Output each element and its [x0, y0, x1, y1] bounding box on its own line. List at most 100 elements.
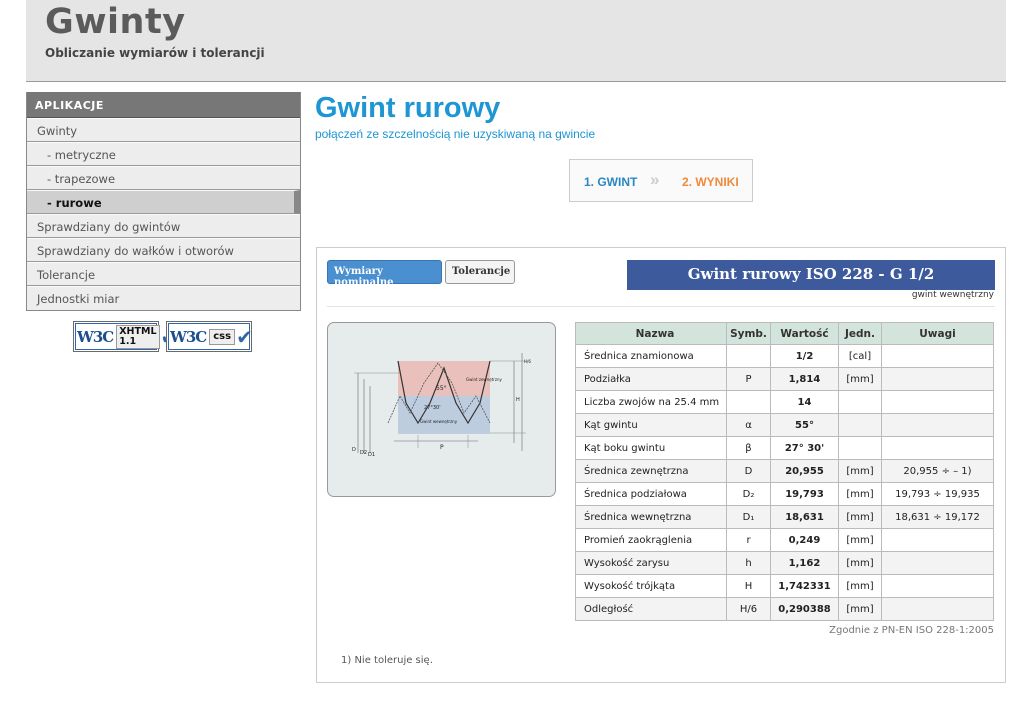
cell-value: 19,793: [770, 482, 839, 506]
table-row: Średnica znamionowa 1/2 [cal]: [575, 344, 994, 368]
cell-note: [881, 574, 994, 598]
divider: [327, 306, 995, 307]
sidebar-item-trapezowe[interactable]: - trapezowe: [27, 166, 300, 190]
cell-name: Kąt boku gwintu: [575, 436, 727, 460]
table-row: Kąt boku gwintu β 27° 30': [575, 436, 994, 460]
cell-name: Średnica wewnętrzna: [575, 505, 727, 529]
standard-reference: Zgodnie z PN-EN ISO 228-1:2005: [829, 625, 994, 636]
cell-unit: [mm]: [838, 367, 882, 391]
tab-tolerances[interactable]: Tolerancje: [445, 260, 515, 284]
cell-note: 18,631 ÷ 19,172: [881, 505, 994, 529]
cell-name: Promień zaokrąglenia: [575, 528, 727, 552]
table-row: Średnica wewnętrzna D₁ 18,631 [mm] 18,631 ÷ …: [575, 505, 994, 529]
height-h-label: H: [516, 397, 520, 403]
site-title[interactable]: Gwinty: [45, 2, 186, 42]
footnote: 1) Nie toleruje się.: [341, 655, 433, 666]
step-wyniki[interactable]: 2. WYNIKI: [682, 175, 739, 189]
cell-name: Odległość: [575, 597, 727, 621]
table-row: Średnica zewnętrzna D 20,955 [mm] 20,955 ÷ –…: [575, 459, 994, 483]
step-gwint[interactable]: 1. GWINT: [584, 175, 638, 189]
cell-symbol: [726, 344, 771, 368]
cell-unit: [mm]: [838, 551, 882, 575]
column-header: Wartość: [770, 322, 839, 345]
cell-note: [881, 413, 994, 437]
sidebar-item-jednostki-miar[interactable]: Jednostki miar: [27, 286, 300, 310]
w3c-logo: W3C: [77, 327, 114, 346]
cell-name: Wysokość trójkąta: [575, 574, 727, 598]
diameter-d2-label: D2: [360, 450, 367, 456]
cell-value: 1,814: [770, 367, 839, 391]
sidebar-item-gwinty[interactable]: Gwinty: [27, 118, 300, 142]
cell-name: Podziałka: [575, 367, 727, 391]
sidebar: APLIKACJE Gwinty - metryczne - trapezowe…: [26, 92, 301, 311]
cell-symbol: H: [726, 574, 771, 598]
step-separator-icon: »: [650, 170, 660, 189]
cell-symbol: r: [726, 528, 771, 552]
cell-unit: [mm]: [838, 505, 882, 529]
thread-profile-diagram: 55° 27°30' Gwint zewnętrzny Gwint wewnęt…: [327, 322, 556, 497]
sidebar-item-sprawdziany-gwintow[interactable]: Sprawdziany do gwintów: [27, 214, 300, 238]
cell-symbol: α: [726, 413, 771, 437]
page-title: Gwint rurowy: [315, 92, 501, 124]
xhtml-label: XHTML 1.1: [116, 324, 160, 349]
cell-name: Kąt gwintu: [575, 413, 727, 437]
cell-value: 18,631: [770, 505, 839, 529]
cell-unit: [838, 436, 882, 460]
outer-thread-label: Gwint zewnętrzny: [466, 377, 503, 382]
cell-unit: [mm]: [838, 482, 882, 506]
w3c-logo: W3C: [170, 327, 207, 346]
cell-symbol: P: [726, 367, 771, 391]
table-row: Liczba zwojów na 25.4 mm 14: [575, 390, 994, 414]
cell-symbol: D: [726, 459, 771, 483]
cell-symbol: H/6: [726, 597, 771, 621]
cell-unit: [cal]: [838, 344, 882, 368]
diameter-d1-label: D1: [368, 452, 375, 458]
table-header-row: Nazwa Symb. Wartość Jedn. Uwagi: [575, 322, 994, 345]
sidebar-item-metryczne[interactable]: - metryczne: [27, 142, 300, 166]
cell-symbol: D₂: [726, 482, 771, 506]
table-row: Wysokość zarysu h 1,162 [mm]: [575, 551, 994, 575]
table-row: Wysokość trójkąta H 1,742331 [mm]: [575, 574, 994, 598]
diameter-d-label: D: [352, 447, 356, 453]
cell-note: [881, 551, 994, 575]
cell-note: [881, 597, 994, 621]
cell-note: 19,793 ÷ 19,935: [881, 482, 994, 506]
table-row: Kąt gwintu α 55°: [575, 413, 994, 437]
cell-unit: [mm]: [838, 459, 882, 483]
cell-name: Liczba zwojów na 25.4 mm: [575, 390, 727, 414]
table-row: Odległość H/6 0,290388 [mm]: [575, 597, 994, 621]
cell-note: [881, 367, 994, 391]
column-header: Jedn.: [838, 322, 882, 345]
column-header: Uwagi: [881, 322, 994, 345]
sidebar-item-sprawdziany-walkow[interactable]: Sprawdziany do wałków i otworów: [27, 238, 300, 262]
cell-unit: [mm]: [838, 528, 882, 552]
table-row: Średnica podziałowa D₂ 19,793 [mm] 19,793 ÷ …: [575, 482, 994, 506]
cell-note: [881, 344, 994, 368]
cell-unit: [838, 390, 882, 414]
cell-name: Średnica zewnętrzna: [575, 459, 727, 483]
sidebar-heading: APLIKACJE: [27, 92, 300, 118]
angle-label: 55°: [436, 385, 447, 392]
column-header: Nazwa: [575, 322, 727, 345]
cell-value: 1,162: [770, 551, 839, 575]
cell-symbol: β: [726, 436, 771, 460]
cell-symbol: [726, 390, 771, 414]
cell-note: [881, 390, 994, 414]
results-panel: Wymiary nominalne Tolerancje Gwint rurow…: [316, 247, 1006, 683]
cell-name: Średnica znamionowa: [575, 344, 727, 368]
sidebar-item-rurowe[interactable]: - rurowe: [27, 190, 300, 214]
table-row: Promień zaokrąglenia r 0,249 [mm]: [575, 528, 994, 552]
dimensions-table: Nazwa Symb. Wartość Jedn. Uwagi Średnica…: [575, 322, 994, 621]
page-header: Gwinty Obliczanie wymiarów i tolerancji: [26, 0, 1006, 82]
w3c-css-badge[interactable]: W3C css ✔: [166, 321, 253, 352]
cell-value: 0,249: [770, 528, 839, 552]
table-row: Podziałka P 1,814 [mm]: [575, 367, 994, 391]
cell-note: 20,955 ÷ – 1): [881, 459, 994, 483]
tab-nominal-dimensions[interactable]: Wymiary nominalne: [327, 260, 442, 288]
cell-unit: [mm]: [838, 574, 882, 598]
h6-label: H/6: [524, 359, 531, 364]
cell-note: [881, 528, 994, 552]
sidebar-item-tolerancje[interactable]: Tolerancje: [27, 262, 300, 286]
